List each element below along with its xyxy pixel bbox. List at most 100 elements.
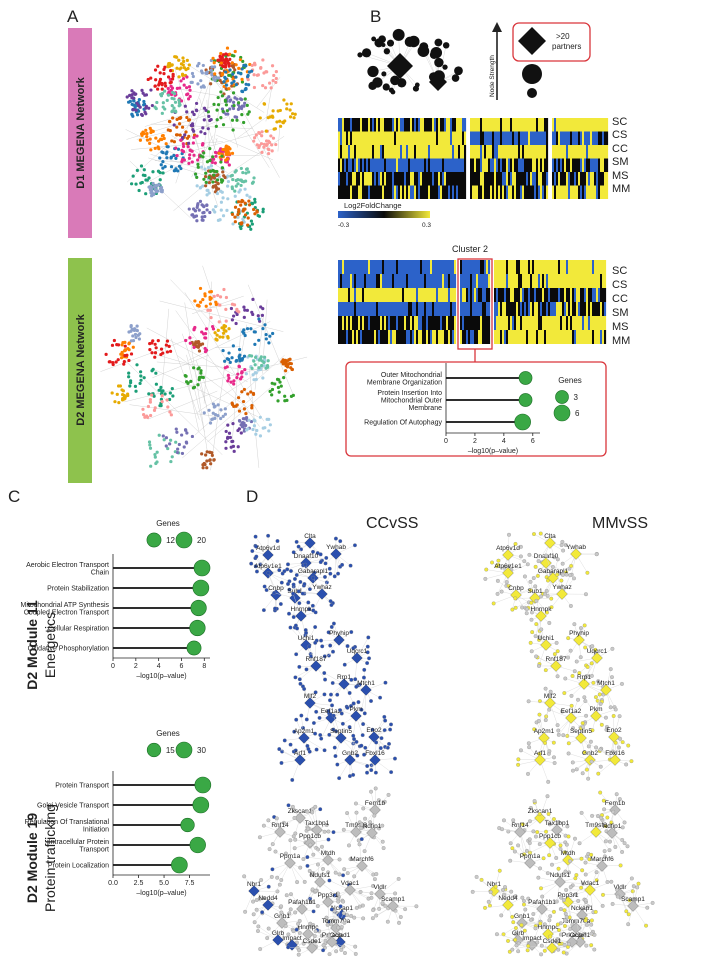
network-node: [188, 88, 192, 92]
heatmap-cell: [522, 158, 525, 172]
legend-dot: [175, 741, 193, 759]
heatmap-cell: [514, 316, 517, 330]
network-node: [232, 79, 236, 83]
heatmap-cell: [498, 185, 501, 199]
heatmap-cell: [444, 185, 447, 199]
module-node: [552, 761, 557, 765]
heatmap-cell: [354, 316, 357, 330]
heatmap-cell: [448, 316, 451, 330]
module-node: [303, 562, 308, 567]
hub-gene-diamond: [534, 812, 546, 824]
network-node: [150, 187, 154, 191]
heatmap-cell: [356, 145, 359, 159]
module-node: [584, 767, 589, 772]
heatmap-cell: [350, 330, 353, 344]
heatmap-cell: [458, 118, 461, 132]
network-node: [240, 425, 245, 429]
network-node: [171, 74, 175, 78]
module-node: [397, 920, 401, 925]
heatmap-cell: [528, 158, 531, 172]
heatmap-cell: [420, 302, 423, 316]
network-node: [148, 446, 153, 450]
heatmap-top-row-labels: SC CS CC SM MS MM: [612, 116, 630, 195]
heatmap-cell: [588, 172, 591, 186]
network-node: [131, 345, 135, 349]
network-node: [180, 433, 184, 437]
heatmap-cell: [536, 316, 539, 330]
network-node: [151, 170, 155, 174]
heatmap-cell: [596, 145, 599, 159]
heatmap-cell: [440, 185, 443, 199]
network-node: [240, 358, 244, 362]
module-node: [253, 564, 258, 569]
network-node: [223, 359, 227, 363]
heatmap-cell: [348, 118, 351, 132]
network-node: [225, 365, 229, 369]
network-node: [259, 66, 263, 70]
network-node: [226, 423, 230, 427]
module-node: [561, 548, 566, 553]
heatmap-cell: [402, 260, 405, 274]
module-node: [571, 726, 575, 731]
module-node: [322, 671, 327, 675]
module-node: [533, 634, 538, 639]
heatmap-cell: [584, 288, 587, 302]
hub-gene-diamond: [304, 697, 316, 709]
heatmap-cell: [516, 118, 519, 132]
network-node: [252, 85, 257, 90]
heatmap-cell: [490, 145, 493, 159]
module-node: [516, 762, 521, 767]
gene-label: Hnrnpc: [298, 924, 320, 931]
heatmap-cell: [390, 330, 393, 344]
heatmap-cell: [400, 131, 403, 145]
heatmap-cell: [344, 302, 347, 316]
heatmap-cell: [472, 302, 475, 316]
heatmap-cell: [464, 172, 467, 186]
module-node: [370, 727, 375, 732]
network-node: [264, 337, 268, 341]
heatmap-cell: [452, 330, 455, 344]
network-node: [204, 184, 208, 188]
heatmap-cell: [358, 131, 361, 145]
module-node: [555, 723, 560, 728]
network-node: [170, 139, 174, 143]
heatmap-cell: [342, 172, 345, 186]
heatmap-cell: [382, 172, 385, 186]
network-node: [226, 184, 230, 188]
module-node: [547, 749, 552, 754]
heatmap-cell: [382, 158, 385, 172]
network-edge: [210, 303, 235, 309]
heatmap-cell: [442, 274, 445, 288]
heatmap-cell: [414, 131, 417, 145]
network-node: [214, 204, 218, 209]
heatmap-cell: [380, 145, 383, 159]
network-node: [250, 222, 254, 226]
heatmap-cell: [344, 185, 347, 199]
module-node: [590, 644, 595, 649]
gene-label: Phyhip: [569, 630, 589, 637]
network-node: [233, 194, 237, 198]
module-node: [345, 871, 350, 876]
heatmap-cell: [454, 316, 457, 330]
lollipop-dot: [194, 776, 212, 794]
module-node: [355, 753, 360, 758]
network-node: [126, 346, 130, 351]
heatmap-cell: [376, 118, 379, 132]
network-node: [170, 387, 174, 391]
heatmap-cell: [568, 316, 571, 330]
heatmap-cell: [568, 118, 571, 132]
heatmap-cell: [516, 185, 519, 199]
network-node: [251, 297, 255, 301]
heatmap-cell: [386, 274, 389, 288]
heatmap-cell: [470, 330, 473, 344]
heatmap-cell: [476, 118, 479, 132]
network-node: [113, 400, 117, 404]
heatmap-cell: [602, 274, 605, 288]
heatmap-cell: [350, 145, 353, 159]
heatmap-cell: [380, 158, 383, 172]
module-node: [360, 903, 365, 908]
heatmap-cell: [562, 131, 565, 145]
heatmap-cell: [538, 274, 541, 288]
network-node: [264, 129, 268, 133]
